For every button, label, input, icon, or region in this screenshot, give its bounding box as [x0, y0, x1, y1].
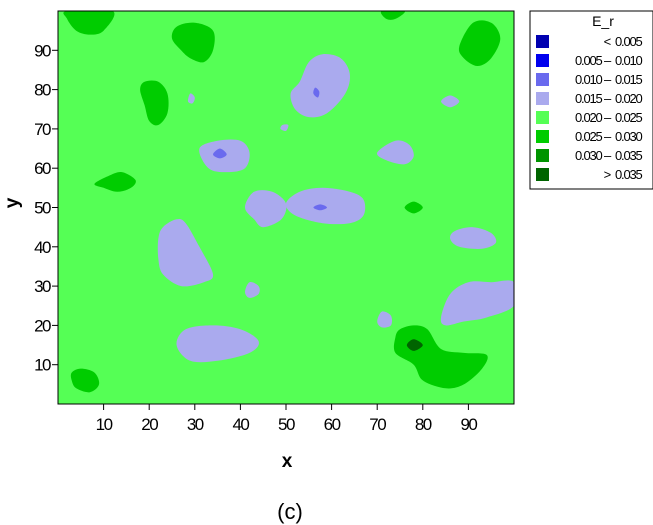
legend-range-end: 0.025 [615, 110, 643, 125]
contour-region-2 [313, 87, 320, 98]
contour-regions [63, 11, 514, 393]
legend-range-end: 0.035 [615, 167, 643, 182]
x-tick-label: 60 [324, 415, 341, 434]
y-axis-ticks: 10 20 30 40 50 60 70 80 90 [34, 41, 58, 375]
legend-swatch [536, 130, 549, 143]
x-axis-ticks: 10 20 30 40 50 60 70 80 90 [96, 404, 479, 434]
legend-range-end: 0.035 [615, 148, 643, 163]
legend-range-start: 0.015 – [575, 91, 612, 106]
contour-region-11 [313, 204, 327, 211]
x-tick-label: 30 [187, 415, 204, 434]
contour-region-20 [380, 11, 405, 20]
contour-region-23 [94, 172, 136, 192]
y-tick-label: 50 [34, 199, 51, 218]
legend-box [529, 10, 653, 190]
plot-area [57, 10, 515, 405]
legend-swatch [536, 168, 549, 181]
contour-region-8 [376, 140, 414, 165]
y-tick-label: 40 [34, 238, 51, 257]
x-tick-label: 50 [278, 415, 295, 434]
x-tick-label: 70 [369, 415, 386, 434]
contour-region-9 [245, 190, 287, 228]
x-tick-label: 90 [460, 415, 477, 434]
y-tick-label: 30 [34, 277, 51, 296]
legend-range-start: 0.020 – [575, 110, 612, 125]
y-axis-title: y [2, 197, 23, 208]
x-tick-label: 20 [141, 415, 158, 434]
legend-swatch [536, 149, 549, 162]
x-tick-label: 80 [415, 415, 432, 434]
legend-range-start: 0.010 – [575, 72, 612, 87]
x-tick-label: 40 [232, 415, 249, 434]
legend-range-start: > [604, 167, 611, 182]
legend-swatch [536, 111, 549, 124]
contour-region-13 [157, 218, 214, 287]
y-tick-label: 20 [34, 316, 51, 335]
legend-title: E_r [592, 13, 614, 29]
contour-region-17 [176, 325, 259, 363]
contour-region-14 [245, 281, 260, 298]
contour-region-22 [140, 80, 169, 126]
y-tick-label: 70 [34, 120, 51, 139]
contour-region-3 [187, 93, 195, 104]
y-tick-label: 90 [34, 41, 51, 60]
contour-region-18 [63, 11, 115, 35]
contour-region-7 [213, 148, 227, 159]
contour-region-24 [404, 201, 423, 214]
legend-range-end: 0.015 [615, 72, 643, 87]
contour-region-12 [449, 227, 497, 249]
contour-region-1 [290, 54, 351, 118]
legend-range-end: 0.005 [615, 34, 643, 49]
legend-range-end: 0.020 [615, 91, 643, 106]
contour-region-15 [440, 280, 514, 326]
legend-range-end: 0.030 [615, 129, 643, 144]
contour-region-21 [458, 20, 501, 66]
legend-range-start: < [604, 34, 611, 49]
legend-swatch [536, 73, 549, 86]
legend-range-end: 0.010 [615, 53, 643, 68]
legend-swatch [536, 35, 549, 48]
y-tick-label: 80 [34, 81, 51, 100]
contour-region-5 [441, 95, 460, 108]
contour-region-16 [377, 311, 393, 328]
legend-range-start: 0.030 – [575, 148, 612, 163]
figure-caption: (c) [277, 499, 303, 524]
y-tick-label: 10 [34, 356, 51, 375]
legend-swatch [536, 92, 549, 105]
legend-range-start: 0.025 – [575, 129, 612, 144]
y-tick-label: 60 [34, 159, 51, 178]
contour-region-4 [280, 124, 289, 132]
contour-region-26 [406, 339, 423, 351]
legend-range-start: 0.005 – [575, 53, 612, 68]
contour-region-10 [285, 187, 366, 225]
contour-region-19 [171, 22, 215, 63]
x-axis-title: x [282, 451, 293, 472]
legend-swatch [536, 54, 549, 67]
x-tick-label: 10 [96, 415, 113, 434]
contour-region-27 [70, 368, 100, 393]
